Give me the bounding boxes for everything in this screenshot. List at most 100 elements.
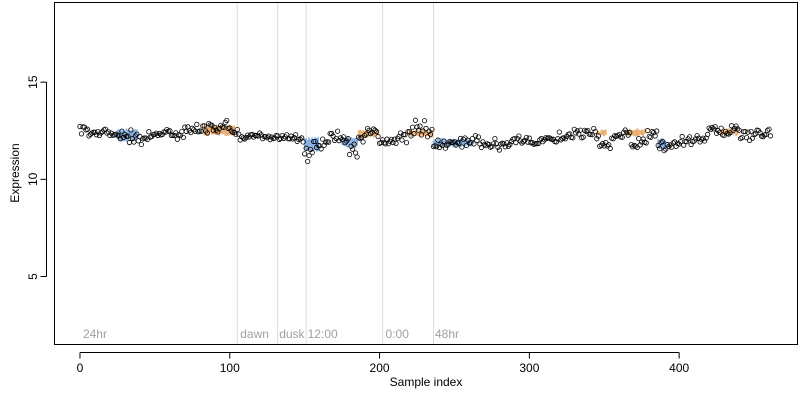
sample-point [490, 141, 497, 147]
sample-point [242, 136, 248, 142]
sample-point [120, 134, 127, 141]
sample-point [162, 129, 168, 135]
expression-bar [462, 140, 465, 147]
sample-point [702, 138, 708, 144]
sample-point [215, 129, 221, 135]
sample-point [652, 133, 658, 139]
sample-point [475, 134, 482, 140]
sample-point [373, 128, 380, 135]
expression-bar [604, 129, 607, 135]
sample-point [757, 130, 763, 136]
expression-bar [347, 136, 349, 148]
sample-point [414, 124, 420, 130]
sample-point [469, 135, 476, 142]
sample-point [699, 136, 705, 143]
sample-point [507, 141, 513, 148]
sample-point [227, 125, 233, 131]
sample-point [694, 133, 700, 139]
sample-point [441, 138, 447, 144]
expression-bar [369, 130, 372, 137]
sample-point [661, 147, 667, 154]
expression-bar [414, 130, 417, 136]
sample-point [472, 132, 479, 139]
expression-bar [309, 139, 312, 152]
sample-point [492, 135, 498, 142]
sample-point [402, 132, 408, 138]
expression-bar [628, 128, 631, 138]
sample-point [212, 124, 218, 130]
expression-bar [119, 129, 122, 141]
expression-bar [735, 129, 737, 137]
sample-point [766, 126, 772, 132]
sample-point [84, 126, 91, 132]
sample-point [174, 136, 180, 142]
x-tick-label: 400 [669, 361, 689, 375]
sample-point [370, 126, 377, 132]
expression-bar [459, 138, 462, 147]
sample-point [438, 141, 444, 147]
sample-point [339, 136, 345, 143]
sample-point [390, 139, 396, 146]
expression-bar [221, 124, 224, 135]
expression-bar [600, 129, 603, 136]
expression-bar [429, 130, 432, 139]
expression-bar [131, 130, 134, 142]
expression-bar [377, 129, 379, 136]
expression-bar [417, 130, 420, 137]
expression-bar [464, 139, 466, 147]
sample-point [709, 124, 715, 131]
expression-bar [625, 131, 628, 137]
sample-point [561, 135, 567, 141]
sample-point [598, 142, 604, 148]
expression-bar [133, 129, 135, 140]
expression-bar [447, 139, 450, 146]
sample-point [654, 128, 660, 134]
sample-point [648, 134, 654, 140]
expression-bar [306, 139, 309, 151]
sample-point [547, 135, 553, 142]
y-axis: 5 10 15 [26, 75, 47, 280]
sample-point [405, 129, 411, 135]
sample-point [98, 130, 104, 136]
expression-bar [374, 131, 376, 137]
expression-bar [639, 130, 642, 135]
sample-point [478, 144, 485, 151]
sample-point [393, 140, 399, 146]
sample-point [594, 136, 600, 142]
expression-bar [371, 130, 373, 137]
sample-point [375, 133, 381, 140]
sample-point [388, 136, 395, 142]
sample-point [269, 134, 275, 140]
sample-point [342, 140, 348, 146]
expression-bar [723, 127, 725, 136]
sample-point [634, 144, 640, 151]
sample-point [93, 132, 100, 138]
expression-bar [224, 124, 227, 136]
expression-bar [631, 130, 634, 136]
sample-point [427, 131, 434, 137]
sample-point [234, 126, 240, 133]
sample-point [360, 139, 366, 145]
annotation-label: 48hr [435, 327, 459, 341]
sample-point [700, 135, 706, 141]
sample-point [451, 139, 458, 145]
sample-point [519, 140, 525, 146]
expression-bar [408, 129, 411, 136]
sample-point [591, 125, 597, 132]
sample-point [679, 133, 685, 140]
sample-point [354, 154, 360, 160]
sample-point [444, 142, 450, 149]
sample-point [745, 129, 751, 135]
sample-point [119, 128, 125, 134]
expression-bar [425, 130, 427, 137]
sample-point [619, 134, 625, 140]
expression-bar [130, 130, 132, 141]
sample-point [651, 130, 657, 136]
expression-bar [724, 130, 727, 136]
expression-bar [634, 129, 637, 137]
x-axis-title: Sample index [390, 375, 463, 389]
expression-bar [209, 125, 212, 134]
expression-bar [357, 130, 360, 138]
